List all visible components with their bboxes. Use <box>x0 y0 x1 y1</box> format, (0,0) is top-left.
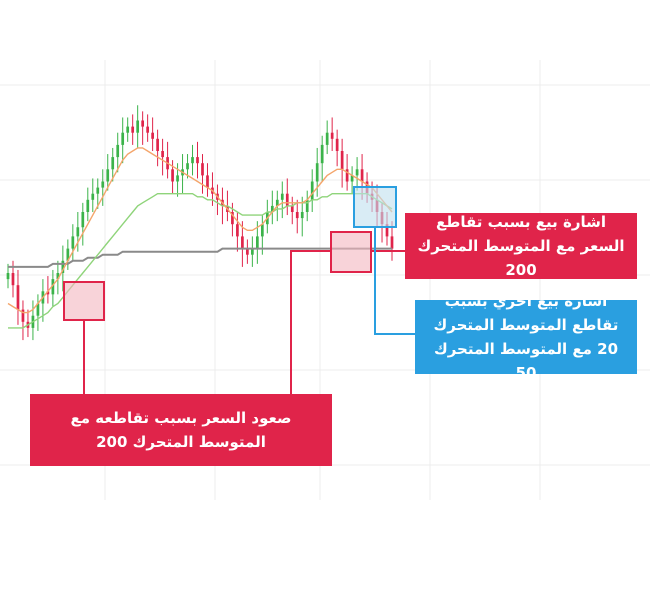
candle-body-17 <box>91 193 95 200</box>
ma-20-line <box>7 147 393 314</box>
highlight-sell-200 <box>330 231 372 273</box>
candle-body-9 <box>51 279 55 295</box>
candle-body-15 <box>81 212 85 228</box>
candle-body-2 <box>16 285 20 310</box>
candle-body-67 <box>340 151 344 170</box>
candle-body-6 <box>36 303 40 316</box>
highlight-boxes <box>63 186 397 321</box>
candle-body-11 <box>61 260 65 273</box>
callout-sell-200-text: اشارة بيع بسبب تقاطع السعر مع المتوسط ال… <box>417 213 625 279</box>
candle-body-8 <box>46 291 50 295</box>
candle-body-70 <box>355 169 359 176</box>
candle-body-12 <box>66 248 70 261</box>
candle-body-39 <box>201 163 204 176</box>
callout-price-rise-ma200: صعود السعر بسبب تقاطعه مع المتوسط المتحر… <box>30 394 332 466</box>
candle-body-22 <box>116 144 120 158</box>
candle-body-71 <box>360 169 364 182</box>
candle-body-13 <box>71 236 75 249</box>
candle-body-24 <box>126 126 130 133</box>
callout-leaders <box>83 227 415 394</box>
ma-200-line <box>8 247 392 268</box>
leader-sell-20-50 <box>374 227 415 335</box>
candle-body-77 <box>390 236 394 249</box>
candle-body-16 <box>86 199 90 212</box>
highlight-price-rise <box>63 281 105 321</box>
callout-sell-20-50-text: اشارة بيع اخري بسبب تقاطع المتوسط المتحر… <box>433 292 619 382</box>
candle-body-21 <box>111 157 115 170</box>
candle-body-28 <box>146 126 149 133</box>
candle-body-38 <box>196 157 199 164</box>
candle-body-1 <box>11 273 15 286</box>
candle-body-19 <box>101 181 105 188</box>
callout-sell-signal-ma20-ma50: اشارة بيع اخري بسبب تقاطع المتوسط المتحر… <box>415 292 637 382</box>
candle-body-51 <box>260 224 264 237</box>
candle-body-68 <box>345 169 349 182</box>
candle-body-14 <box>76 227 80 237</box>
callout-price-rise-text: صعود السعر بسبب تقاطعه مع المتوسط المتحر… <box>70 409 292 451</box>
candle-body-66 <box>335 138 339 151</box>
candle-body-76 <box>385 224 389 237</box>
callout-sell-signal-ma200: اشارة بيع بسبب تقاطع السعر مع المتوسط ال… <box>405 213 637 279</box>
candle-body-27 <box>141 120 145 127</box>
candle-body-30 <box>156 138 159 151</box>
candle-body-0 <box>6 273 10 280</box>
candle-body-26 <box>136 120 140 133</box>
candle-body-40 <box>206 175 209 188</box>
candle-body-31 <box>161 151 164 158</box>
candle-body-20 <box>106 169 110 182</box>
candle-body-37 <box>191 157 194 164</box>
candle-body-29 <box>151 132 154 139</box>
candle-body-61 <box>310 181 314 200</box>
candle-body-23 <box>121 132 125 145</box>
candle-body-47 <box>241 236 244 249</box>
candle-body-69 <box>350 175 354 182</box>
candlesticks <box>6 105 394 341</box>
candle-body-34 <box>176 175 179 182</box>
candle-body-46 <box>236 224 239 237</box>
candle-body-58 <box>295 212 299 219</box>
candle-body-55 <box>280 193 284 200</box>
candle-body-59 <box>300 212 304 219</box>
candle-body-54 <box>275 199 279 206</box>
candle-body-33 <box>171 169 174 182</box>
candle-body-63 <box>320 144 324 164</box>
candle-body-49 <box>251 248 254 255</box>
candle-body-50 <box>255 236 259 249</box>
candle-body-3 <box>21 309 25 322</box>
candle-body-45 <box>231 212 234 225</box>
candle-body-53 <box>270 205 274 212</box>
candle-body-60 <box>305 199 309 212</box>
candle-body-10 <box>56 273 60 280</box>
candle-body-48 <box>246 248 249 255</box>
candle-body-62 <box>315 163 319 182</box>
candle-body-57 <box>290 205 294 212</box>
candle-body-25 <box>131 126 135 133</box>
candle-body-64 <box>325 132 329 145</box>
candle-body-18 <box>96 187 100 194</box>
candle-body-56 <box>285 193 289 206</box>
highlight-sell-20-50 <box>353 186 397 228</box>
candle-body-36 <box>186 163 189 170</box>
leader-sell-200-a <box>290 250 331 394</box>
candle-body-65 <box>330 132 334 139</box>
